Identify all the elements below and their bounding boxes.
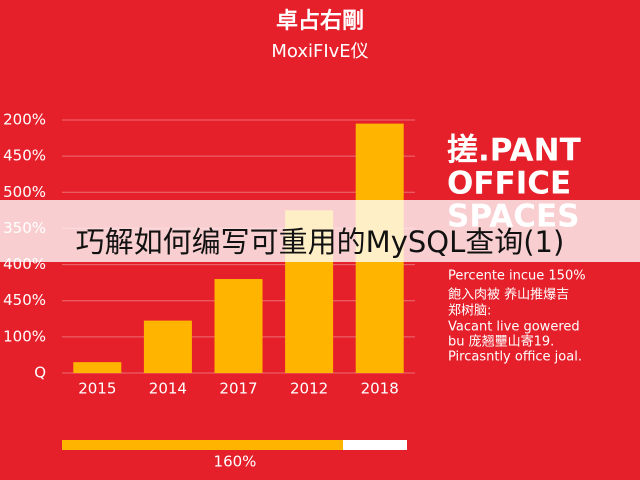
- x-tick-label: 2012: [290, 380, 328, 398]
- side-line: Pircasntly office joal.: [448, 350, 582, 365]
- y-tick-label: 500%: [3, 183, 46, 201]
- side-line: Vacant live gowered: [448, 320, 580, 335]
- bar: [143, 320, 192, 373]
- bar: [214, 279, 263, 373]
- y-tick-label: 100%: [3, 327, 46, 345]
- x-tick-label: 2014: [149, 380, 187, 398]
- caption-banner: [0, 200, 640, 262]
- y-tick-label: Q: [34, 364, 46, 382]
- side-heading: 搓.PANT: [447, 133, 581, 169]
- side-line: bu 庞翘壨山寄19.: [448, 334, 554, 350]
- x-tick-label: 2018: [361, 380, 399, 398]
- y-tick-label: 450%: [3, 291, 46, 309]
- x-tick-label: 2015: [78, 380, 116, 398]
- chart-title: 卓占右剛: [276, 9, 364, 34]
- chart-subtitle: MoxiFIvE仪: [271, 41, 368, 62]
- caption: 巧解如何编写可重用的MySQL查询(1): [76, 225, 565, 259]
- x-tick-label: 2017: [219, 380, 257, 398]
- progress-fill: [62, 440, 343, 450]
- y-tick-label: 450%: [3, 147, 46, 165]
- side-line: 郑树脑:: [448, 304, 491, 319]
- progress-label: 160%: [214, 453, 257, 471]
- side-heading: OFFICE: [447, 166, 571, 202]
- y-tick-label: 200%: [3, 111, 46, 129]
- bar: [73, 362, 122, 373]
- side-line: Percente incue 150%: [448, 269, 586, 284]
- side-line: 飽入肉被 养山推爆吉: [448, 287, 569, 303]
